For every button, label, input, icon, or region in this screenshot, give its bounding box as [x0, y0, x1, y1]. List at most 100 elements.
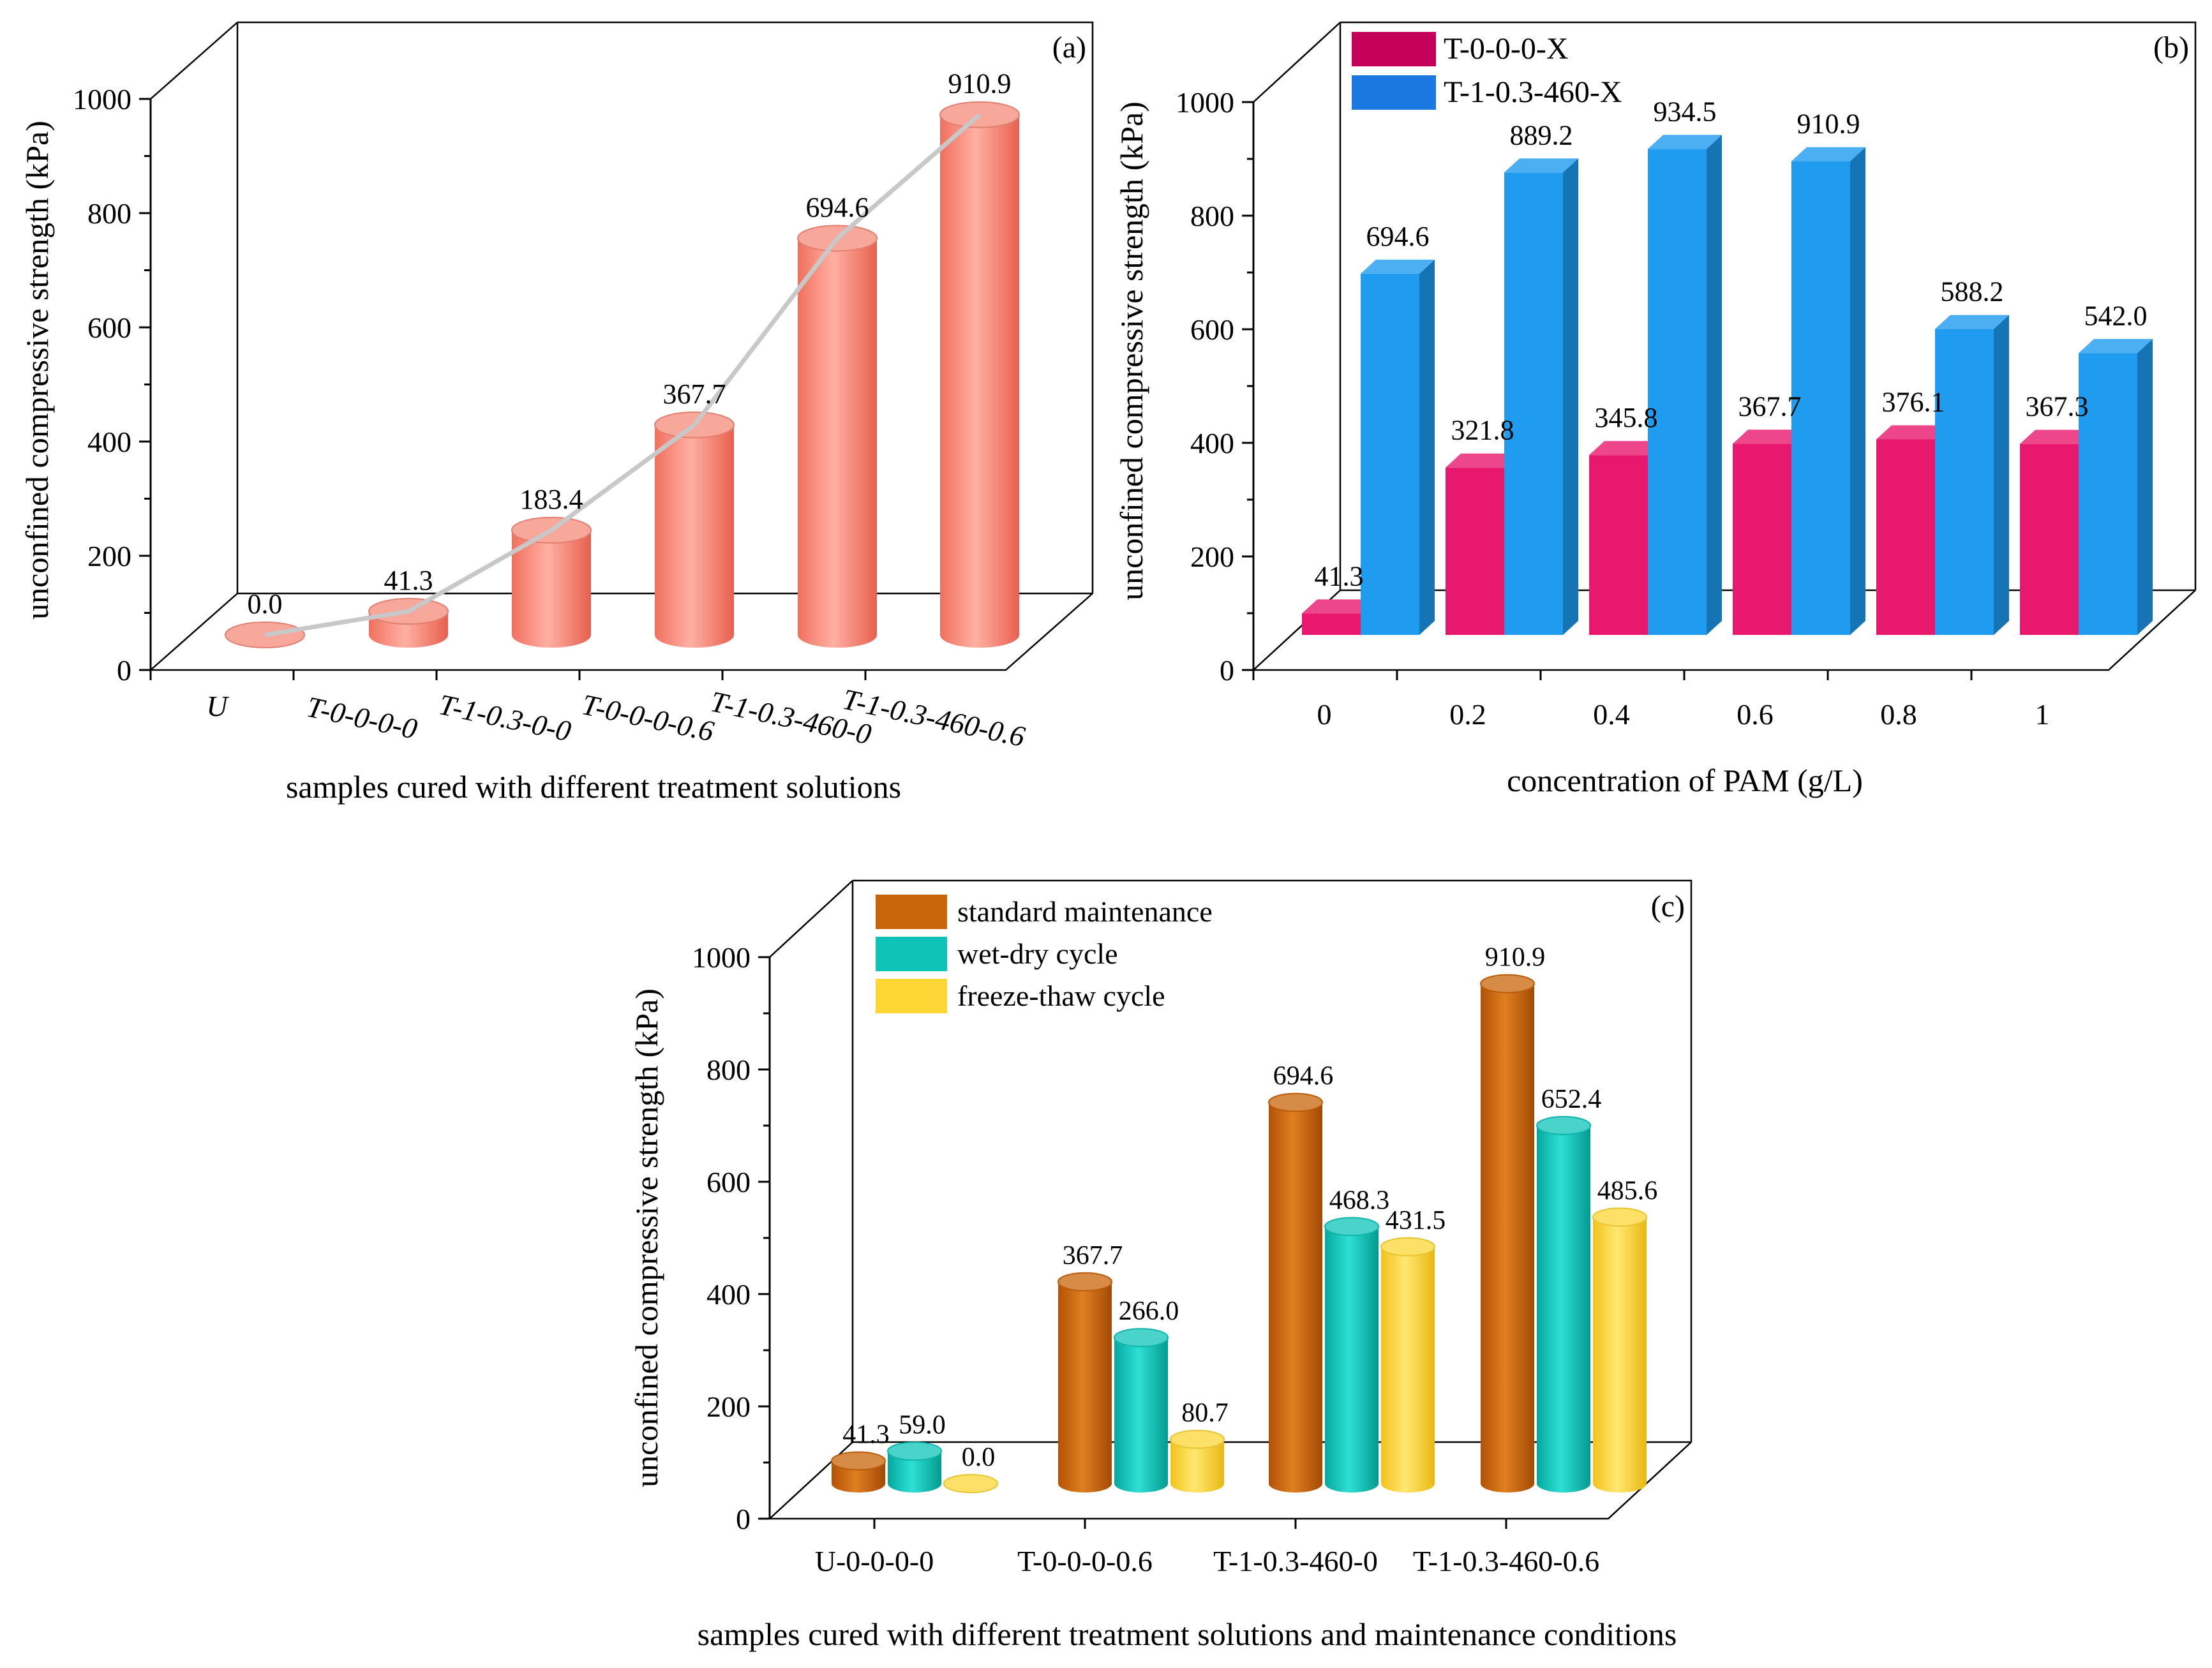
bar-freeze-thaw-cycle-t-1-0-3-460-0-body [1381, 1246, 1435, 1493]
legend-item-t-0-0-0-x: T-0-0-0-X [1352, 32, 1569, 66]
bar-wet-dry-cycle-t-0-0-0-0-6-body [1114, 1337, 1168, 1493]
legend-swatch-standard-maintenance [876, 895, 947, 929]
panel-b-legend: T-0-0-0-X T-1-0.3-460-X [1352, 32, 1622, 110]
bar-freeze-thaw-cycle-u-0-0-0-0 [943, 1474, 998, 1493]
bar-wet-dry-cycle-t-1-0-3-460-0-6 [1536, 1115, 1591, 1493]
panel-a-value-labels: 0.0 41.3 183.4 367.7 694.6 910.9 [248, 68, 1012, 620]
bar-freeze-thaw-cycle-t-1-0-3-460-0-6-body [1593, 1217, 1647, 1493]
value-label: 41.3 [384, 565, 433, 596]
c-y-tick-label: 400 [706, 1278, 751, 1311]
c-x-tick-label: U-0-0-0-0 [815, 1545, 934, 1577]
panel-b-value-labels: 41.3 694.6 321.8 889.2 345.8 934.5 367.7 910.9 3… [1315, 96, 2148, 592]
bar-t-0-0-0-x-1-top [2020, 429, 2094, 444]
value-label: 694.6 [806, 191, 869, 223]
bar-wet-dry-cycle-t-1-0-3-460-0-6-top [1536, 1115, 1591, 1135]
a-y-tick-label: 200 [87, 540, 131, 572]
bar-wet-dry-cycle-u-0-0-0-0-body [888, 1451, 941, 1493]
a-y-tick-label: 1000 [73, 83, 131, 115]
bar-t-1-0-3-460-x-0-6-top [1791, 147, 1865, 161]
panel-a-y-ticks: 0 200 400 600 800 1000 [73, 83, 151, 687]
bar-t-1-0-3-460-x-0-side [1419, 259, 1435, 635]
c-x-tick-label: T-0-0-0-0.6 [1017, 1545, 1153, 1577]
bar-standard-maintenance-t-0-0-0-0-6-body [1058, 1281, 1112, 1493]
bar-t-1-0-3-460-x-0-8-top [1935, 315, 2009, 329]
bar-standard-maintenance-u-0-0-0-0 [831, 1451, 886, 1493]
b-y-tick-label: 200 [1190, 540, 1234, 573]
bar-t-1-0-3-460-x-0-4-top [1648, 135, 1722, 149]
panel-a-bars [225, 101, 1020, 648]
bar-t-1-0-3-460-x-0-6-side [1850, 147, 1865, 635]
bar-wet-dry-cycle-t-1-0-3-460-0 [1324, 1217, 1379, 1493]
bar-wet-dry-cycle-t-1-0-3-460-0-top [1324, 1217, 1379, 1237]
panel-a-label: (a) [1052, 31, 1086, 64]
panel-a-x-ticks: U T-0-0-0-0 T-1-0.3-0-0 T-0-0-0-0.6T-1-0.3-… [149, 670, 1028, 753]
a-y-tick-label: 600 [87, 311, 131, 344]
bar-t-1-0-3-460-x-0-6 [1791, 147, 1865, 635]
bar-t-1-0-3-460-x-0-8 [1935, 315, 2009, 635]
a-y-tick-label: 400 [87, 426, 131, 458]
value-label: 367.7 [1738, 391, 1802, 422]
b-y-tick-label: 0 [1220, 654, 1234, 687]
bar-standard-maintenance-t-1-0-3-460-0-top [1268, 1092, 1323, 1112]
panel-c-value-labels: 41.3 59.0 0.0 367.7 266.0 80.7 694.6 468.3431.5… [842, 943, 1657, 1472]
bar-t-0-0-0-x-0-8-top [1876, 425, 1950, 440]
legend-swatch-t-0-0-0-x [1352, 32, 1436, 66]
value-label: 889.2 [1510, 119, 1573, 151]
bar-t-1-0-3-460-x-0-8-side [1994, 315, 2009, 635]
legend-swatch-freeze-thaw-cycle [876, 979, 947, 1013]
bar-t-1-0-3-460-x-0-8-front [1935, 329, 1994, 635]
bar-freeze-thaw-cycle-t-1-0-3-460-0-6 [1592, 1207, 1647, 1493]
legend-label-t-0-0-0-x: T-0-0-0-X [1444, 32, 1569, 66]
value-label: 376.1 [1882, 386, 1945, 417]
bar-wet-dry-cycle-u-0-0-0-0-top [887, 1441, 942, 1461]
bar-t-1-0-3-460-x-1-side [2137, 339, 2153, 635]
bar-standard-maintenance-t-1-0-3-460-0-body [1269, 1102, 1322, 1493]
bar-t-0-0-0-x-0-6-front [1733, 443, 1791, 635]
a-y-tick-label: 800 [87, 197, 131, 230]
bar-t-0-0-0-x-0-6-top [1733, 429, 1807, 444]
bar-freeze-thaw-cycle-t-1-0-3-460-0 [1380, 1237, 1435, 1493]
bar-t-0-0-0-x-0-top [1302, 599, 1376, 614]
bar-t-1-0-3-460-0-body [798, 238, 877, 648]
bar-t-0-0-0-x-0-front [1302, 613, 1361, 635]
value-label: 367.7 [1063, 1241, 1123, 1270]
bar-t-1-0-3-460-x-0-6-front [1791, 161, 1850, 635]
value-label: 367.7 [663, 378, 726, 410]
panel-b-label: (b) [2153, 31, 2189, 64]
b-x-tick-label: 0.4 [1593, 698, 1630, 731]
b-x-tick-label: 0.6 [1737, 698, 1774, 731]
value-label: 41.3 [842, 1420, 890, 1449]
panel-a-trend-line [264, 113, 982, 637]
legend-swatch-wet-dry-cycle [876, 937, 947, 971]
value-label: 588.2 [1941, 276, 2004, 308]
b-y-tick-label: 1000 [1176, 86, 1234, 119]
bar-t-0-0-0-x-0-8-front [1876, 439, 1935, 635]
bar-t-1-0-3-0-0 [511, 516, 592, 648]
legend-item-standard-maintenance: standard maintenance [876, 895, 1213, 929]
bar-standard-maintenance-t-1-0-3-460-0-6-body [1481, 983, 1534, 1493]
value-label: 468.3 [1329, 1186, 1390, 1215]
bar-wet-dry-cycle-t-1-0-3-460-0-body [1325, 1226, 1379, 1493]
c-x-tick-label: T-1-0.3-460-0.6 [1413, 1545, 1599, 1577]
value-label: 266.0 [1119, 1297, 1179, 1326]
bar-t-1-0-3-460-x-0-2 [1504, 158, 1578, 635]
a-x-tick-label: U [206, 690, 229, 722]
b-x-tick-label: 0 [1317, 698, 1332, 731]
value-label: 652.4 [1541, 1085, 1602, 1114]
b-y-tick-label: 400 [1190, 427, 1234, 459]
bar-t-1-0-3-460-0-6 [939, 101, 1020, 648]
value-label: 694.6 [1273, 1062, 1334, 1091]
panel-c-x-ticks: U-0-0-0-0 T-0-0-0-0.6 T-1-0.3-460-0 T-1-0.3… [815, 1519, 1599, 1577]
value-label: 321.8 [1451, 415, 1514, 446]
b-y-tick-label: 600 [1190, 313, 1234, 346]
panel-b-y-ticks: 0 200 400 600 800 1000 [1176, 86, 1253, 687]
value-label: 183.4 [520, 484, 583, 515]
a-y-tick-label: 0 [117, 654, 131, 687]
b-y-tick-label: 800 [1190, 200, 1234, 232]
value-label: 367.3 [2026, 391, 2089, 422]
bar-t-1-0-3-460-x-0-4-side [1707, 135, 1722, 635]
bar-standard-maintenance-t-1-0-3-460-0 [1268, 1092, 1323, 1493]
panel-a: 0 200 400 600 800 1000 U T-0-0-0-0 T-1-0.3-0-0 T… [19, 21, 1094, 805]
bar-freeze-thaw-cycle-t-0-0-0-0-6-body [1170, 1439, 1224, 1493]
legend-item-t-1-0-3-460-x: T-1-0.3-460-X [1352, 75, 1622, 110]
